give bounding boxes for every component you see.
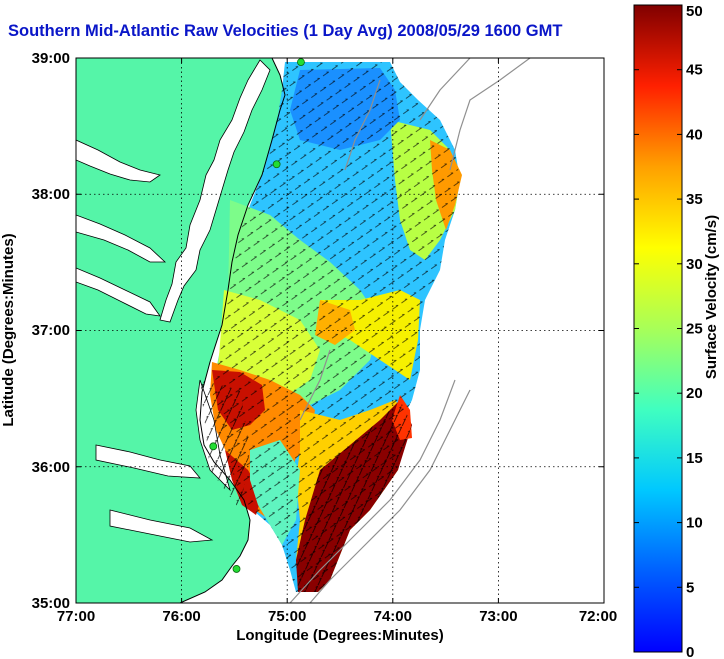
y-axis-label: Latitude (Degrees:Minutes) [0,233,17,426]
colorbar-label: Surface Velocity (cm/s) [703,215,720,379]
colorbar-tick-label: 30 [686,256,703,273]
colorbar-tick-label: 20 [686,385,703,402]
colorbar-tick-label: 45 [686,62,703,79]
lat-tick-label: 38:00 [32,186,70,203]
map-title: Southern Mid-Atlantic Raw Velocities (1 … [8,22,563,40]
colorbar-tick-label: 5 [686,579,694,596]
lon-tick-label: 73:00 [479,608,517,625]
lat-tick-label: 36:00 [32,459,70,476]
station-marker [209,442,218,451]
lon-tick-label: 74:00 [374,608,412,625]
lat-tick-label: 39:00 [32,50,70,67]
station-marker [272,160,281,169]
lon-tick-label: 75:00 [268,608,306,625]
station-marker [297,58,305,66]
station-markers [209,58,305,573]
colorbar-tick-label: 0 [686,644,694,659]
lat-tick-label: 35:00 [32,595,70,612]
map-layers [76,58,531,603]
x-axis-label: Longitude (Degrees:Minutes) [236,627,444,644]
colorbar-tick-label: 10 [686,515,703,532]
station-marker [232,565,241,573]
lon-tick-labels: 77:00 76:00 75:00 74:00 73:00 72:00 [57,608,617,625]
bays [76,59,271,543]
colorbar-tick-label: 25 [686,321,703,338]
bathymetry-contours [289,58,531,603]
colorbar-tick-label: 40 [686,126,703,143]
graticule [76,58,604,603]
tick-marks [75,57,605,604]
lat-tick-labels: 39:00 38:00 37:00 36:00 35:00 [32,50,70,612]
colorbar [633,4,683,653]
lon-tick-label: 72:00 [579,608,617,625]
lat-tick-label: 37:00 [32,322,70,339]
colorbar-tick-label: 50 [686,3,703,20]
lon-tick-label: 76:00 [162,608,200,625]
coastline [179,58,286,603]
colorbar-tick-labels: 0 5 10 15 20 25 30 35 40 45 50 [686,3,703,659]
colorbar-tick-label: 15 [686,450,703,467]
colorbar-ticks [634,4,682,653]
colorbar-tick-label: 35 [686,191,703,208]
lon-tick-label: 77:00 [57,608,95,625]
